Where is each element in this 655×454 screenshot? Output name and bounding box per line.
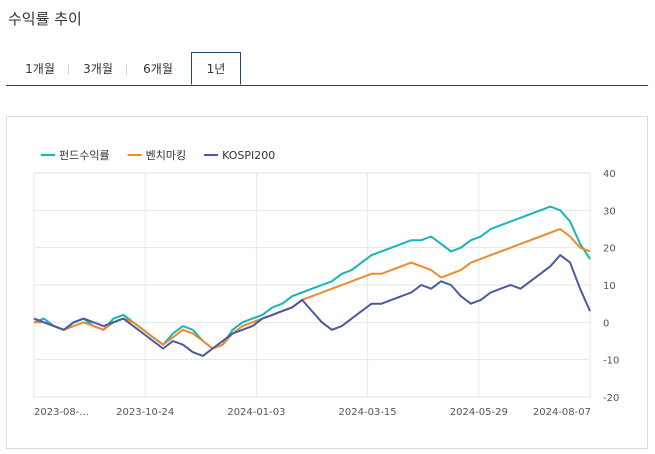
series-line-0 [33, 205, 591, 350]
tabs-baseline [6, 85, 648, 86]
x-tick-label: 2023-10-24 [116, 407, 174, 418]
tab-1-year[interactable]: 1년 [191, 52, 241, 85]
tab-6-month[interactable]: 6개월 [143, 62, 173, 76]
y-tick-label: 10 [603, 281, 616, 292]
y-tick-label: -10 [603, 356, 619, 367]
tab-separator [126, 64, 127, 75]
chart-series [33, 205, 591, 357]
tab-3-month[interactable]: 3개월 [83, 62, 113, 76]
chart-grid [33, 172, 591, 398]
chart-legend: 펀드수익률 벤치마킹 KOSPI200 [41, 149, 275, 162]
chart-container: 펀드수익률 벤치마킹 KOSPI200 40 30 20 10 0 -10 -20 2023-0… [6, 116, 648, 449]
series-line-2 [33, 254, 591, 357]
return-trend-chart: 펀드수익률 벤치마킹 KOSPI200 40 30 20 10 0 -10 -20 2023-0… [33, 149, 619, 418]
series-line-1 [34, 228, 591, 350]
y-axis: 40 30 20 10 0 -10 -20 [603, 169, 619, 404]
legend-label[interactable]: KOSPI200 [222, 149, 275, 162]
x-tick-label: 2023-08-... [34, 407, 89, 418]
y-tick-label: -20 [603, 393, 619, 404]
x-axis: 2023-08-... 2023-10-24 2024-01-03 2024-03-1… [34, 407, 591, 418]
period-tabs: 1개월 3개월 6개월 1년 [6, 52, 648, 86]
x-tick-label: 2024-08-07 [533, 407, 591, 418]
tab-1-month[interactable]: 1개월 [25, 62, 55, 76]
x-tick-label: 2024-01-03 [227, 407, 285, 418]
legend-label[interactable]: 벤치마킹 [146, 149, 186, 162]
x-tick-label: 2024-03-15 [339, 407, 397, 418]
x-tick-label: 2024-05-29 [450, 407, 508, 418]
y-tick-label: 30 [603, 206, 616, 217]
tab-separator [68, 64, 69, 75]
page-title: 수익률 추이 [8, 10, 82, 28]
y-tick-label: 0 [603, 318, 609, 329]
y-tick-label: 40 [603, 169, 616, 180]
y-tick-label: 20 [603, 244, 616, 255]
legend-label[interactable]: 펀드수익률 [59, 149, 110, 162]
